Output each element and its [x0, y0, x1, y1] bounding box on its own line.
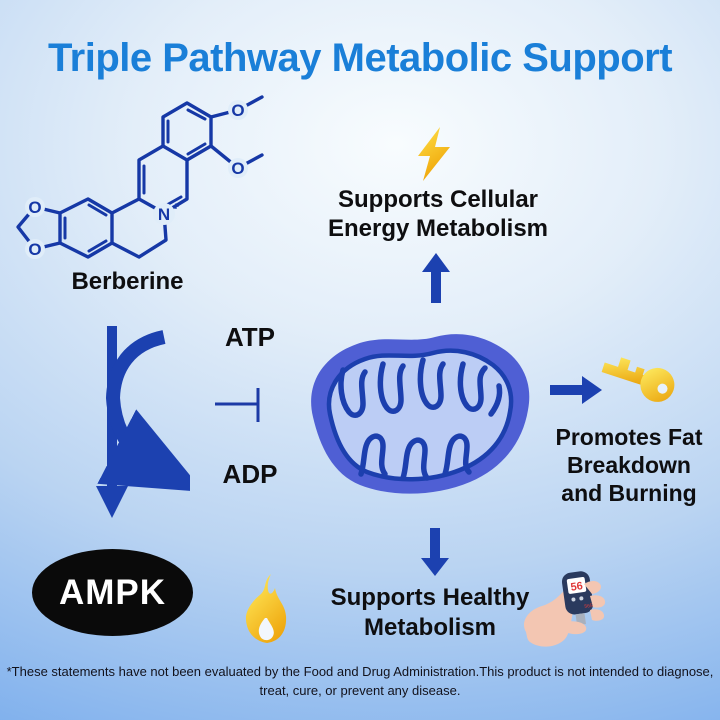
- meter-side-numbers: 565: [584, 603, 593, 610]
- mitochondria-icon: [311, 334, 530, 494]
- benefit-energy-line1: Supports Cellular: [337, 186, 539, 213]
- flame-icon: [245, 574, 287, 643]
- fda-disclaimer-line1: *These statements have not been evaluate…: [6, 664, 714, 679]
- atp-adp-curved-arrow: [97, 330, 190, 492]
- atom-gap: [153, 203, 175, 225]
- atom-gap: [25, 197, 45, 217]
- benefit-energy-line2: Energy Metabolism: [327, 215, 549, 242]
- molecule-name-label: Berberine: [71, 268, 184, 295]
- benefit-fat-text: Promotes Fat Breakdown and Burning: [544, 423, 714, 507]
- ampk-activation-arrows: [96, 326, 190, 518]
- ampk-badge: AMPK: [32, 549, 193, 636]
- right-arrow-icon: [550, 376, 602, 404]
- atom-gap: [228, 158, 248, 178]
- lightning-bolt-icon: [418, 127, 450, 181]
- berberine-structure-icon: O O O O N +: [16, 95, 264, 259]
- benefit-metabolism-line1: Supports Healthy: [330, 584, 530, 611]
- atp-label: ATP: [224, 322, 276, 352]
- thumb: [564, 621, 587, 635]
- nitrogen-charge-label: +: [173, 201, 179, 213]
- benefit-fat-line2: Breakdown: [567, 452, 691, 478]
- oxygen-atom-label: O: [231, 101, 244, 120]
- fda-disclaimer: *These statements have not been evaluate…: [0, 662, 720, 700]
- benefit-fat-line1: Promotes Fat: [555, 424, 703, 450]
- ampk-label: AMPK: [58, 572, 167, 612]
- glucose-meter: 56 565: [561, 571, 593, 626]
- finger: [590, 609, 605, 621]
- atom-gap: [228, 100, 248, 120]
- up-arrow-icon: [422, 253, 450, 303]
- adp-label: ADP: [222, 459, 278, 489]
- glucose-meter-hand-icon: 56 565: [523, 571, 606, 647]
- atom-gap: [25, 239, 45, 259]
- benefit-metabolism-line2: Metabolism: [363, 614, 497, 641]
- flame-inner: [258, 618, 274, 641]
- inhibition-tbar-icon: [215, 388, 260, 422]
- fda-disclaimer-line2: treat, cure, or prevent any disease.: [259, 683, 461, 698]
- glucose-reading: 56: [570, 580, 584, 594]
- oxygen-atom-label: O: [28, 198, 41, 217]
- down-arrow-head: [96, 486, 128, 518]
- benefit-energy-text: Supports Cellular Energy Metabolism: [308, 185, 568, 243]
- oxygen-atom-label: O: [28, 240, 41, 259]
- finger: [584, 581, 602, 594]
- nitrogen-atom-label: N: [158, 205, 170, 224]
- mitochondria-cristae: [338, 357, 503, 481]
- key-icon: [601, 357, 675, 402]
- oxygen-atom-label: O: [231, 159, 244, 178]
- finger: [590, 595, 606, 608]
- page-title: Triple Pathway Metabolic Support: [47, 36, 673, 80]
- down-arrow-icon: [421, 528, 449, 576]
- benefit-metabolism-text: Supports Healthy Metabolism: [318, 583, 542, 643]
- benefit-fat-line3: and Burning: [561, 480, 697, 506]
